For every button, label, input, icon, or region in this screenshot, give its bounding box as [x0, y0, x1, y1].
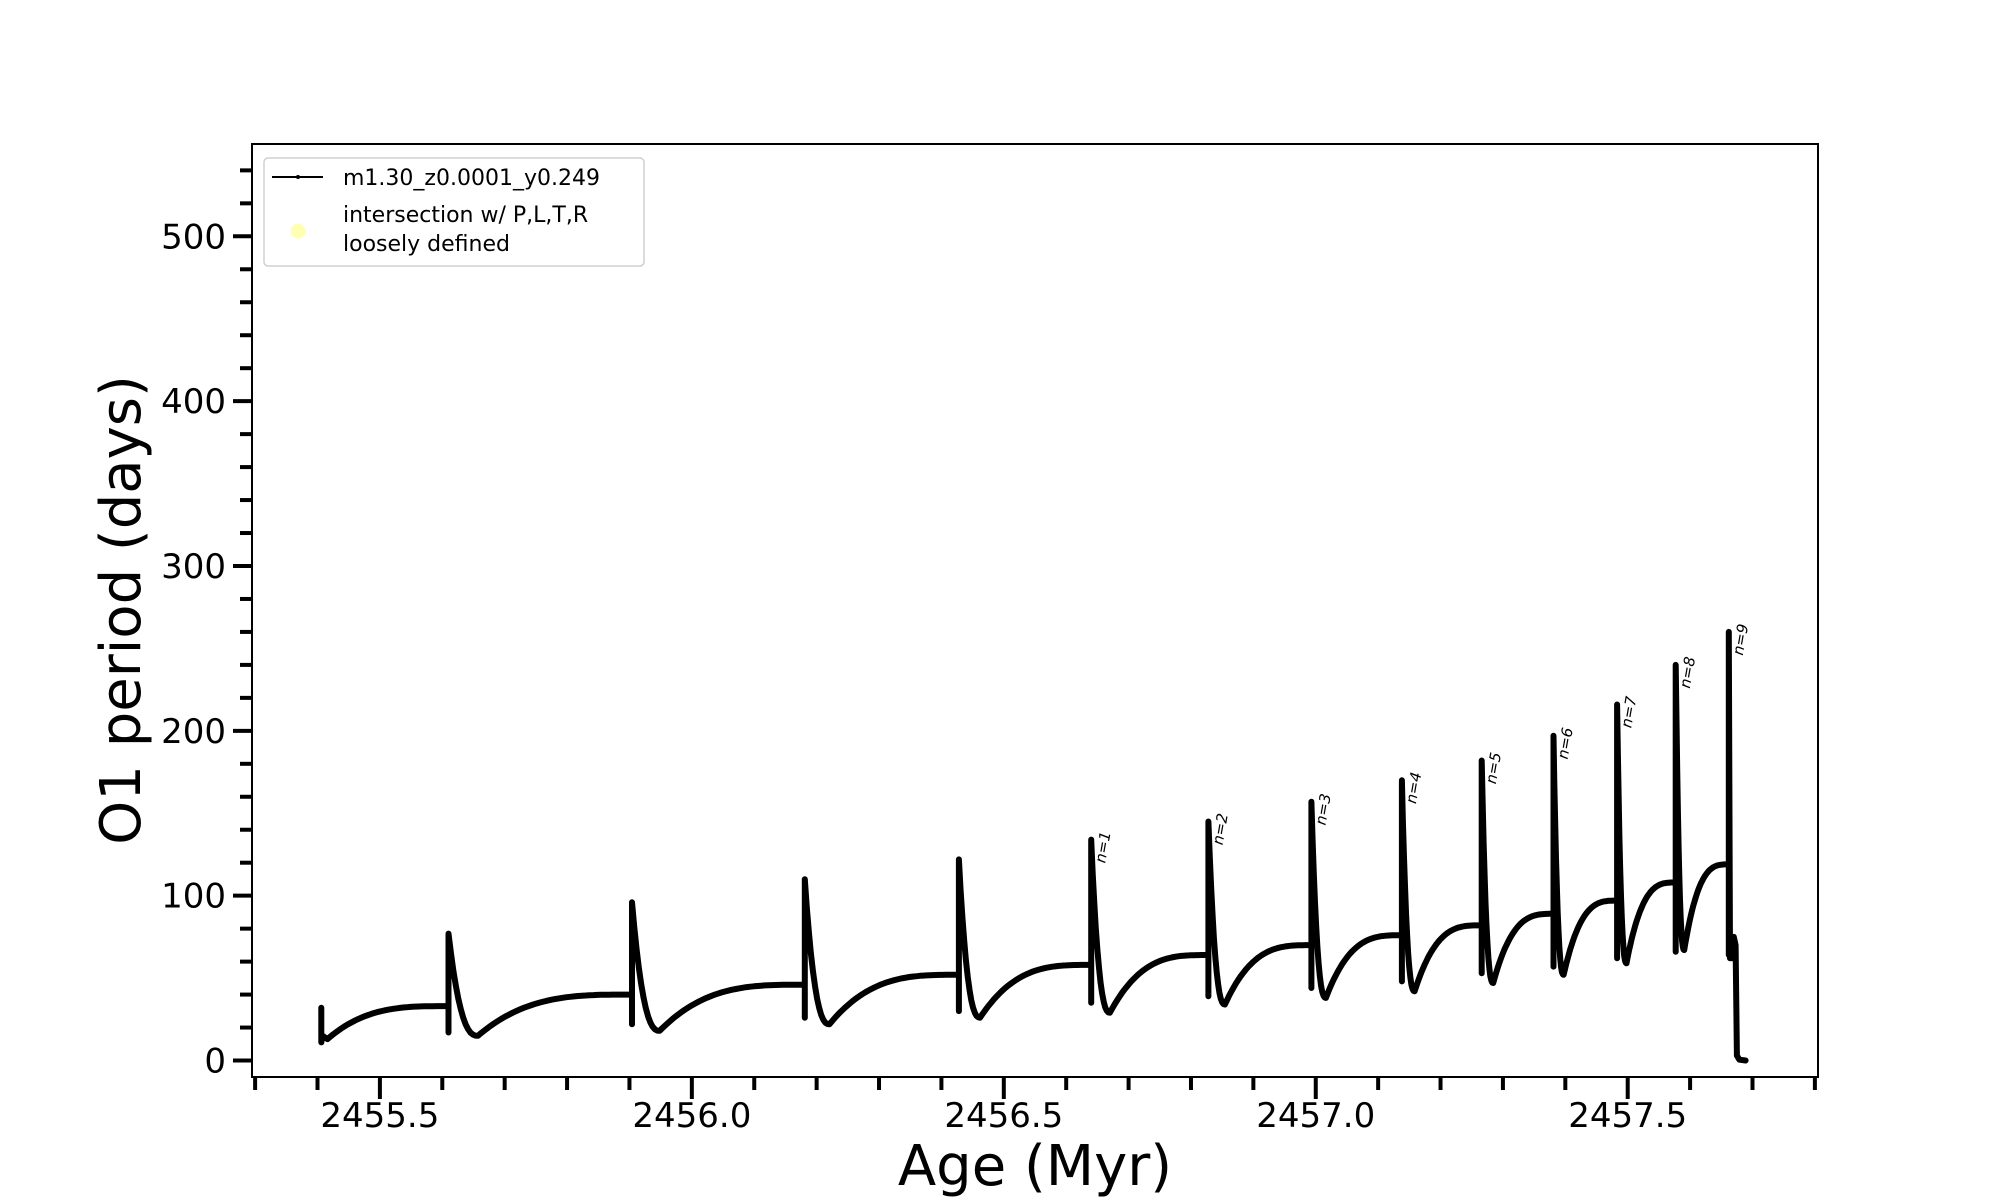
- legend-box: [263, 157, 645, 267]
- pulse-label: n=5: [1482, 751, 1505, 785]
- plot-area: [251, 143, 1819, 1078]
- legend-yellow-circle-marker: [290, 223, 306, 239]
- y-tick-label: 500: [161, 217, 226, 257]
- y-tick-label: 300: [161, 547, 226, 587]
- series-line-m1.30_z0.0001_y0.249: [318, 628, 1749, 1064]
- x-axis-label: Age (Myr): [898, 1134, 1172, 1199]
- pulse-label: n=3: [1312, 792, 1335, 826]
- y-tick-label: 0: [204, 1042, 226, 1082]
- y-tick-label: 100: [161, 877, 226, 917]
- pulse-label: n=1: [1091, 830, 1114, 864]
- pulse-label: n=8: [1676, 655, 1699, 689]
- annotations: n=1 n=2 n=3 n=4 n=5 n=6 n=7 n=8 n=9: [1091, 622, 1752, 864]
- x-tick-label: 2457.5: [1568, 1096, 1687, 1136]
- x-tick-label: 2456.0: [632, 1096, 751, 1136]
- y-tick-label: 400: [161, 382, 226, 422]
- pulse-label: n=2: [1209, 812, 1232, 846]
- data-layer: [318, 628, 1749, 1064]
- pulse-label: n=9: [1729, 622, 1752, 656]
- legend-label-intersection-line2: loosely defined: [343, 232, 510, 257]
- y-tick-label: 200: [161, 712, 226, 752]
- axis-ticks: 2455.5 2456.0 2456.5 2457.0 2457.5 0 100 200 300…: [161, 168, 1817, 1136]
- pulse-label: n=4: [1402, 771, 1425, 805]
- x-tick-label: 2455.5: [320, 1096, 439, 1136]
- legend: m1.30_z0.0001_y0.249 intersection w/ P,L…: [263, 157, 645, 267]
- legend-label-intersection-line1: intersection w/ P,L,T,R: [343, 203, 588, 228]
- legend-label-series: m1.30_z0.0001_y0.249: [343, 166, 600, 191]
- legend-dot-marker: [296, 175, 300, 179]
- y-axis-label: O1 period (days): [89, 375, 154, 845]
- x-tick-label: 2456.5: [944, 1096, 1063, 1136]
- pulse-label: n=6: [1554, 726, 1577, 760]
- pulse-label: n=7: [1617, 694, 1640, 729]
- x-tick-label: 2457.0: [1256, 1096, 1375, 1136]
